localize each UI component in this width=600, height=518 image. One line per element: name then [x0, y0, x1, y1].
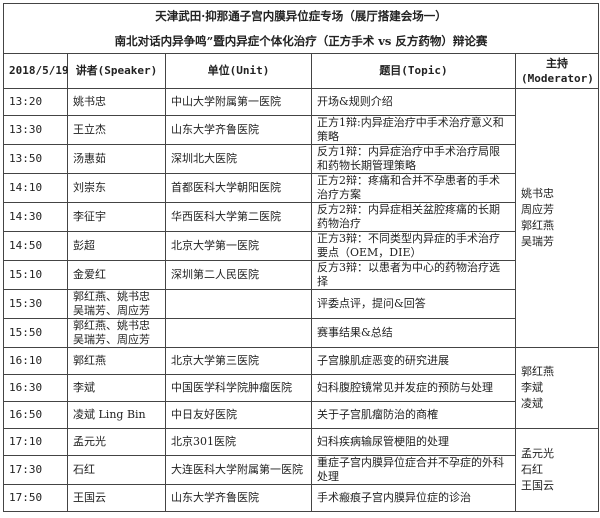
time-cell: 14:50: [3, 231, 68, 261]
speaker-cell: 孟元光: [67, 428, 166, 456]
header-speaker: 讲者(Speaker): [67, 53, 166, 89]
time-cell: 17:30: [3, 455, 68, 485]
topic-cell: 正方2辩：疼痛和合并不孕患者的手术治疗方案: [311, 173, 516, 203]
time-cell: 14:10: [3, 173, 68, 203]
table-row: 17:30 石红 大连医科大学附属第一医院 重症子宫内膜异位症合并不孕症的外科处理: [3, 455, 599, 485]
header-row: 2018/5/19 讲者(Speaker) 单位(Unit) 题目(Topic)…: [3, 53, 600, 89]
topic-cell: 正方1辩:内异症治疗中手术治疗意义和策略: [311, 115, 516, 145]
unit-cell: 山东大学齐鲁医院: [165, 115, 312, 145]
unit-cell: 中山大学附属第一医院: [165, 88, 312, 116]
time-cell: 13:30: [3, 115, 68, 145]
speaker-cell: 汤惠茹: [67, 144, 166, 174]
speaker-cell: 郭红燕: [67, 347, 166, 375]
unit-cell: 首都医科大学朝阳医院: [165, 173, 312, 203]
speaker-cell: 彭超: [67, 231, 166, 261]
topic-cell: 反方1辩：内异症治疗中手术治疗局限和药物长期管理策略: [311, 144, 516, 174]
speaker-cell: 姚书忠: [67, 88, 166, 116]
speaker-cell: 石红: [67, 455, 166, 485]
unit-cell: 大连医科大学附属第一医院: [165, 455, 312, 485]
unit-cell: 中日友好医院: [165, 401, 312, 429]
time-cell: 16:10: [3, 347, 68, 375]
table-row: 13:20 姚书忠 中山大学附属第一医院 开场&规则介绍 姚书忠 周应芳 郭红燕 吴瑞芳: [3, 88, 600, 348]
time-cell: 16:50: [3, 401, 68, 429]
unit-cell: 深圳北大医院: [165, 144, 312, 174]
time-cell: 15:30: [3, 289, 68, 319]
topic-cell: 妇科腹腔镜常见并发症的预防与处理: [311, 374, 516, 402]
moderator-cell: 孟元光 石红 王国云: [514, 428, 600, 512]
moderator-cell: 姚书忠 周应芳 郭红燕 吴瑞芳: [514, 88, 600, 348]
schedule-table: 天津武田·抑那通子宫内膜异位症专场（展厅搭建会场一） 南北对话内异争鸣”暨内异症…: [2, 3, 600, 512]
header-unit: 单位(Unit): [165, 53, 312, 89]
time-cell: 14:30: [3, 202, 68, 232]
speaker-cell: 刘崇东: [67, 173, 166, 203]
table-row: 16:50 凌斌 Ling Bin 中日友好医院 关于子宫肌瘤防治的商榷: [3, 401, 599, 429]
table-row: 16:30 李斌 中国医学科学院肿瘤医院 妇科腹腔镜常见并发症的预防与处理: [3, 374, 599, 402]
speaker-cell: 李征宇: [67, 202, 166, 232]
time-cell: 15:50: [3, 318, 68, 348]
unit-cell: 华西医科大学第二医院: [165, 202, 312, 232]
topic-cell: 手术瘢痕子宫内膜异位症的诊治: [311, 484, 516, 512]
table-row: 17:10 孟元光 北京301医院 妇科疾病输尿管梗阻的处理 孟元光 石红 王国云: [3, 428, 600, 512]
topic-cell: 评委点评，提问&回答: [311, 289, 516, 319]
time-cell: 13:20: [3, 88, 68, 116]
speaker-cell: 郭红燕、姚书忠 吴瑞芳、周应芳: [67, 289, 166, 319]
unit-cell: 北京大学第一医院: [165, 231, 312, 261]
table-row: 14:10 刘崇东 首都医科大学朝阳医院 正方2辩：疼痛和合并不孕患者的手术治疗方案: [3, 173, 599, 203]
header-moderator: 主持 (Moderator): [514, 53, 600, 89]
topic-cell: 妇科疾病输尿管梗阻的处理: [311, 428, 516, 456]
time-cell: 13:50: [3, 144, 68, 174]
topic-cell: 重症子宫内膜异位症合并不孕症的外科处理: [311, 455, 516, 485]
unit-cell: 深圳第二人民医院: [165, 260, 312, 290]
topic-cell: 反方3辩：以患者为中心的药物治疗选择: [311, 260, 516, 290]
speaker-cell: 李斌: [67, 374, 166, 402]
topic-cell: 赛事结果&总结: [311, 318, 516, 348]
unit-cell: [165, 289, 312, 319]
header-topic: 题目(Topic): [311, 53, 516, 89]
topic-cell: 开场&规则介绍: [311, 88, 516, 116]
speaker-cell: 金爱红: [67, 260, 166, 290]
time-cell: 15:10: [3, 260, 68, 290]
table-row: 13:30 王立杰 山东大学齐鲁医院 正方1辩:内异症治疗中手术治疗意义和策略: [3, 115, 599, 145]
header-date: 2018/5/19: [3, 53, 69, 89]
table-row: 14:30 李征宇 华西医科大学第二医院 反方2辩：内异症相关盆腔疼痛的长期药物治疗: [3, 202, 599, 232]
title-line-2: 南北对话内异争鸣”暨内异症个体化治疗（正方手术 vs 反方药物）辩论赛: [2, 28, 600, 54]
topic-cell: 子宫腺肌症恶变的研究进展: [311, 347, 516, 375]
unit-cell: 北京大学第三医院: [165, 347, 312, 375]
speaker-cell: 郭红燕、姚书忠 吴瑞芳、周应芳: [67, 318, 166, 348]
topic-cell: 正方3辩：不同类型内异症的手术治疗要点（OEM，DIE）: [311, 231, 516, 261]
unit-cell: 北京301医院: [165, 428, 312, 456]
speaker-cell: 王国云: [67, 484, 166, 512]
speaker-cell: 凌斌 Ling Bin: [67, 401, 166, 429]
time-cell: 17:50: [3, 484, 68, 512]
time-cell: 17:10: [3, 428, 68, 456]
unit-cell: 山东大学齐鲁医院: [165, 484, 312, 512]
topic-cell: 关于子宫肌瘤防治的商榷: [311, 401, 516, 429]
time-cell: 16:30: [3, 374, 68, 402]
title-line-1: 天津武田·抑那通子宫内膜异位症专场（展厅搭建会场一）: [2, 3, 600, 28]
moderator-cell: 郭红燕 李斌 凌斌: [514, 347, 600, 429]
table-row: 15:50 郭红燕、姚书忠 吴瑞芳、周应芳 赛事结果&总结: [3, 318, 599, 348]
table-row: 17:50 王国云 山东大学齐鲁医院 手术瘢痕子宫内膜异位症的诊治: [3, 484, 599, 512]
speaker-cell: 王立杰: [67, 115, 166, 145]
table-row: 15:10 金爱红 深圳第二人民医院 反方3辩：以患者为中心的药物治疗选择: [3, 260, 599, 290]
table-row: 15:30 郭红燕、姚书忠 吴瑞芳、周应芳 评委点评，提问&回答: [3, 289, 599, 319]
table-row: 16:10 郭红燕 北京大学第三医院 子宫腺肌症恶变的研究进展 郭红燕 李斌 凌斌: [3, 347, 600, 429]
unit-cell: [165, 318, 312, 348]
topic-cell: 反方2辩：内异症相关盆腔疼痛的长期药物治疗: [311, 202, 516, 232]
table-row: 14:50 彭超 北京大学第一医院 正方3辩：不同类型内异症的手术治疗要点（OEM，D…: [3, 231, 599, 261]
unit-cell: 中国医学科学院肿瘤医院: [165, 374, 312, 402]
table-row: 13:50 汤惠茹 深圳北大医院 反方1辩：内异症治疗中手术治疗局限和药物长期管理策略: [3, 144, 599, 174]
